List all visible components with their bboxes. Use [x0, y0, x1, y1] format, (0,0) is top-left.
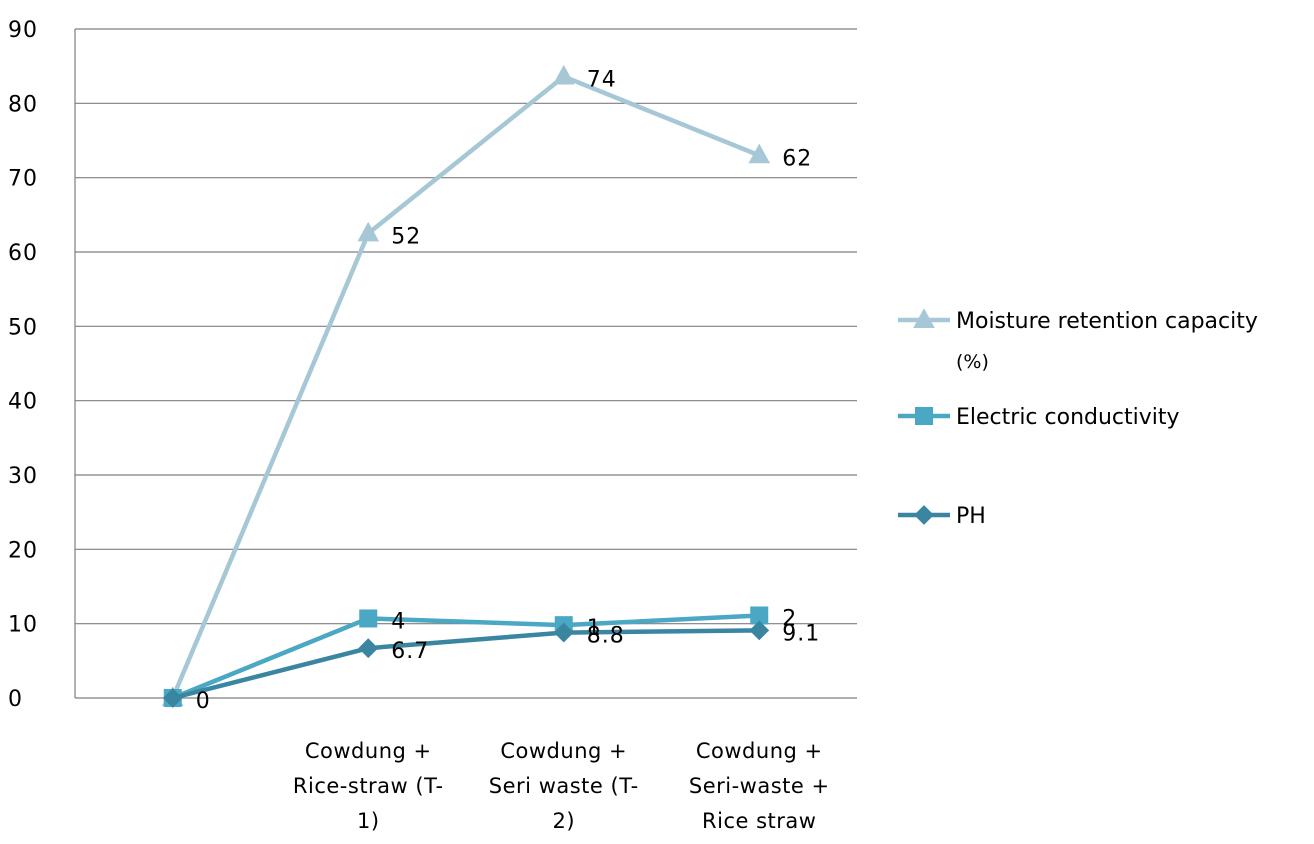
legend-item: Moisture retention capacity (%): [898, 308, 1258, 373]
series-line: [171, 613, 760, 701]
y-tick-label: 30: [8, 464, 38, 489]
y-tick-label: 80: [8, 92, 38, 117]
legend-label: Electric conductivity: [956, 405, 1180, 430]
data-point: [357, 221, 380, 242]
data-point: [749, 620, 770, 641]
legend-marker: [913, 308, 935, 328]
data-label: 6.7: [391, 639, 429, 664]
legend-item: PH: [898, 504, 986, 529]
x-category-line: Cowdung +: [500, 739, 627, 763]
data-label: 1: [587, 616, 602, 641]
legend-label: (%): [956, 351, 989, 373]
data-label: 52: [391, 224, 421, 249]
y-tick-label: 10: [8, 613, 38, 638]
y-tick-label: 90: [8, 18, 38, 43]
y-tick-label: 50: [8, 315, 38, 340]
x-category-line: Cowdung +: [305, 739, 432, 763]
legend-marker: [915, 407, 933, 425]
x-category-line: Rice straw: [702, 809, 816, 833]
series-2: [162, 620, 770, 708]
x-category-line: 2): [552, 809, 575, 833]
x-category-line: Cowdung +: [696, 739, 823, 763]
gridlines: [75, 28, 857, 625]
data-label: 4: [391, 609, 406, 634]
y-tick-label: 0: [8, 687, 23, 712]
data-label: 2: [782, 606, 797, 631]
series-line: [172, 628, 760, 701]
data-point: [750, 606, 769, 625]
data-point: [553, 622, 574, 643]
data-point: [358, 638, 379, 659]
y-tick-label: 20: [8, 538, 38, 563]
legend-marker: [914, 505, 934, 525]
data-label: 8.8: [587, 624, 625, 649]
y-tick-label: 40: [8, 390, 38, 415]
y-tick-label: 60: [8, 241, 38, 266]
series-0: [161, 64, 771, 706]
x-category-line: Seri-waste +: [689, 774, 830, 798]
legend-label: PH: [956, 504, 986, 529]
data-label: 74: [587, 68, 617, 93]
data-point: [162, 688, 183, 708]
legend-label: Moisture retention capacity: [956, 309, 1258, 334]
data-point: [748, 143, 771, 164]
data-label: 9.1: [782, 621, 820, 646]
series-1: [163, 606, 769, 707]
data-point: [552, 64, 575, 85]
x-category-label: Cowdung + Rice-straw (T- 1): [293, 739, 444, 833]
data-label: 62: [782, 146, 812, 171]
x-category-line: 1): [357, 809, 380, 833]
data-label: 0: [196, 689, 211, 714]
x-category-label: Cowdung + Seri-waste + Rice straw: [689, 739, 830, 833]
x-category-line: Seri waste (T-: [489, 774, 639, 798]
legend-item: Electric conductivity: [898, 405, 1180, 430]
data-point: [359, 609, 378, 628]
series-line: [170, 74, 761, 699]
x-category-label: Cowdung + Seri waste (T- 2): [489, 739, 639, 833]
y-tick-label: 70: [8, 167, 38, 192]
x-category-line: Rice-straw (T-: [293, 774, 444, 798]
